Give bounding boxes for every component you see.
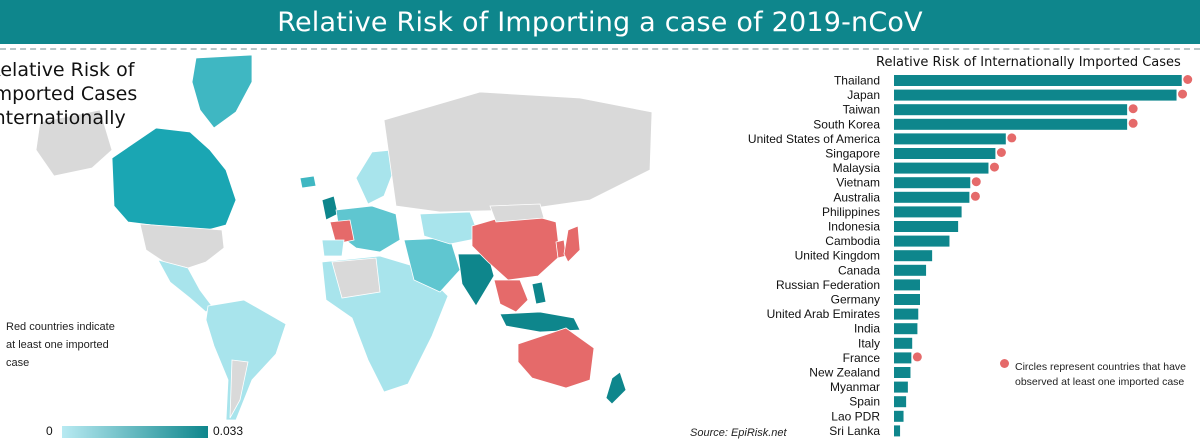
bar-category-label: Spain: [849, 395, 880, 409]
risk-bar: [894, 118, 1128, 130]
risk-bar: [894, 337, 913, 349]
map-title: Relative Risk of Imported Cases Internat…: [0, 58, 138, 130]
bar-category-label: Vietnam: [836, 176, 880, 190]
risk-bar: [894, 75, 1182, 86]
map-region-alaska: [35, 109, 113, 177]
legend-max-label: 0.033: [213, 424, 244, 438]
imported-case-marker: [971, 177, 981, 187]
legend-min-label: 0: [46, 424, 53, 438]
bar-category-label: Philippines: [822, 205, 880, 219]
map-region-africa-north: [331, 257, 381, 299]
map-region-usa: [139, 223, 225, 269]
map-region-uk: [321, 195, 339, 221]
imported-case-marker: [1178, 89, 1188, 99]
bar-category-label: Singapore: [825, 147, 880, 161]
risk-bar: [894, 162, 989, 174]
risk-bar: [894, 250, 933, 262]
bar-category-label: Thailand: [834, 74, 880, 88]
imported-case-marker: [996, 148, 1006, 157]
map-region-philippines: [531, 281, 547, 305]
imported-case-marker: [1128, 118, 1138, 128]
map-region-central-asia: [419, 211, 481, 245]
risk-bar: [894, 177, 971, 189]
risk-bar: [894, 294, 920, 305]
map-region-russia: [383, 91, 653, 213]
bar-category-label: Cambodia: [825, 234, 880, 248]
bar-category-label: France: [843, 351, 881, 365]
risk-bar: [894, 89, 1177, 101]
map-title-line: Imported Cases: [0, 83, 138, 105]
divider: [0, 48, 1200, 50]
map-note: Red countries indicate at least one impo…: [6, 321, 115, 369]
chart-title: Relative Risk of Internationally Importe…: [876, 55, 1181, 70]
bar-category-label: Canada: [838, 263, 880, 277]
map-region-southeast-asia: [493, 279, 529, 313]
risk-bar: [894, 264, 927, 276]
risk-bar: [894, 221, 959, 232]
risk-bar: [894, 308, 919, 320]
bar-category-label: United Kingdom: [795, 249, 880, 263]
bar-category-label: Malaysia: [833, 161, 881, 175]
map-region-mongolia: [489, 203, 545, 223]
bar-category-label: Japan: [847, 88, 880, 102]
imported-case-marker: [989, 162, 999, 172]
imported-case-marker: [1128, 104, 1138, 114]
map-title-line: Relative Risk of: [0, 59, 135, 81]
risk-bar: [894, 235, 950, 247]
risk-bar: [894, 396, 907, 408]
page-title: Relative Risk of Importing a case of 201…: [0, 0, 1200, 44]
circle-legend-marker: [1000, 359, 1009, 368]
risk-bar: [894, 425, 901, 437]
bar-category-label: United Arab Emirates: [767, 307, 880, 321]
risk-bar: [894, 191, 970, 203]
legend-color-scale: [62, 426, 208, 438]
bar-category-label: Sri Lanka: [829, 424, 880, 438]
imported-case-marker: [1183, 75, 1193, 84]
risk-bar: [894, 323, 918, 335]
source-credit: Source: EpiRisk.net: [690, 427, 787, 439]
risk-bar: [894, 381, 908, 393]
bar-category-label: Germany: [831, 293, 880, 307]
risk-bar: [894, 352, 912, 364]
imported-case-marker: [970, 191, 980, 201]
map-region-iceland: [299, 175, 317, 189]
map-region-scandinavia: [355, 149, 395, 205]
risk-bar: [894, 279, 920, 291]
bar-category-label: Myanmar: [830, 380, 880, 394]
imported-case-marker: [1007, 133, 1017, 143]
risk-bar: [894, 148, 996, 159]
bar-category-label: Taiwan: [843, 103, 880, 117]
map-region-australia: [517, 327, 595, 389]
bar-category-label: Indonesia: [828, 220, 880, 234]
map-region-france: [329, 219, 355, 245]
map-region-argentina: [229, 359, 249, 419]
risk-bar: [894, 133, 1006, 145]
map-region-new-zealand: [605, 371, 627, 405]
bar-category-label: United States of America: [748, 132, 880, 146]
map-title-line: Internationally: [0, 107, 126, 129]
bar-category-label: South Korea: [813, 117, 880, 131]
risk-bar: [894, 367, 911, 378]
risk-bar: [894, 410, 904, 422]
bar-category-label: India: [854, 322, 880, 336]
bar-category-label: Lao PDR: [831, 409, 880, 423]
bar-category-label: Italy: [858, 336, 880, 350]
map-region-greenland: [191, 54, 253, 129]
map-region-canada: [111, 127, 237, 233]
risk-bar: [894, 206, 962, 218]
map-region-japan: [563, 225, 581, 263]
map-region-spain: [321, 239, 345, 257]
map-region-south-america: [205, 299, 287, 421]
map-land: [35, 54, 653, 421]
bar-category-label: New Zealand: [809, 366, 880, 380]
imported-case-marker: [912, 352, 922, 362]
map-region-indonesia: [499, 311, 581, 333]
circle-legend-note: Circles represent countries that have ob…: [1015, 361, 1186, 388]
bar-category-label: Australia: [833, 190, 880, 204]
risk-bar: [894, 104, 1128, 116]
map-region-mexico: [157, 259, 213, 313]
bar-category-label: Russian Federation: [776, 278, 880, 292]
